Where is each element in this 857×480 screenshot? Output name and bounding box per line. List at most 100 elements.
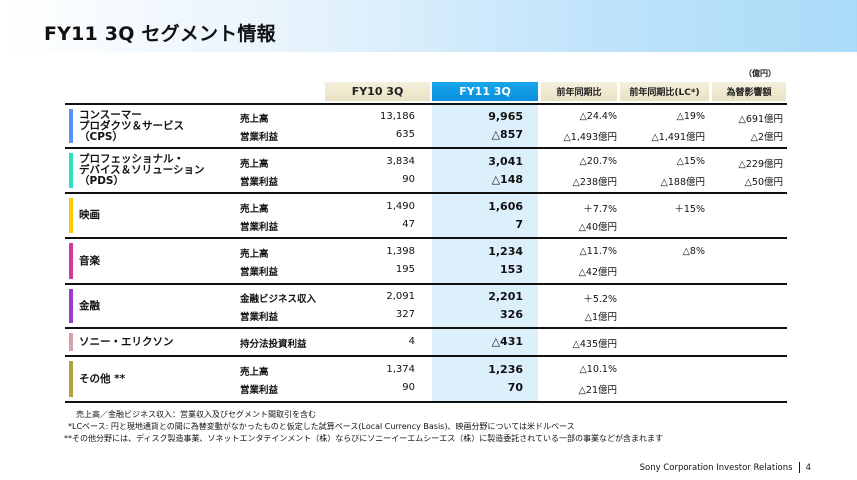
metric-label: 金融ビジネス収入 <box>240 294 317 305</box>
value-fy11: 1,234 <box>488 245 523 258</box>
value-yoy: △42億円 <box>578 267 617 278</box>
row-divider <box>65 283 787 285</box>
page-number: 4 <box>805 462 811 473</box>
value-fy10: 1,398 <box>386 246 415 257</box>
segment-row: 音楽 売上高 1,398 1,234 △11.7% △8% 営業利益 195 153 △42億円 <box>65 238 787 284</box>
segment-name-line: （CPS） <box>79 130 123 143</box>
value-yoy-lc: △1,491億円 <box>651 132 705 143</box>
segment-color-bar <box>69 198 73 233</box>
segment-color-bar <box>69 109 73 143</box>
value-yoy: △1億円 <box>584 312 617 323</box>
segment-row: ソニー・エリクソン 持分法投資利益 4 △431 △435億円 <box>65 328 787 356</box>
value-yoy: △238億円 <box>572 176 617 188</box>
segment-color-bar <box>69 361 73 397</box>
value-fy10: 195 <box>395 264 415 275</box>
fy11-column-highlight <box>432 104 538 402</box>
segment-name-line: プロダクツ＆サービス <box>79 119 184 132</box>
metric-label: 売上高 <box>240 114 269 125</box>
segment-name-line: 映画 <box>79 209 100 221</box>
value-fy10: 1,490 <box>386 200 415 212</box>
value-fy10: 635 <box>395 129 415 140</box>
value-yoy-lc: △188億円 <box>660 176 705 188</box>
value-fy10: 3,834 <box>386 155 415 167</box>
segment-name: プロフェッショナル・ デバイス＆ソリューション （PDS） <box>79 154 204 187</box>
value-yoy-lc: △15% <box>676 155 705 167</box>
value-fy10: 327 <box>395 309 415 320</box>
segment-row: 映画 売上高 1,490 1,606 ＋7.7% ＋15% 営業利益 47 7 △40億円 <box>65 193 787 238</box>
value-fy10: 47 <box>402 218 415 230</box>
metric-label: 営業利益 <box>240 132 279 143</box>
segment-name: その他 ** <box>79 372 126 385</box>
column-header-fy11: FY11 3Q <box>432 82 538 101</box>
row-divider <box>65 355 787 357</box>
value-fy10: 1,374 <box>386 364 415 375</box>
value-yoy-lc: △8% <box>682 246 705 257</box>
value-fy11: △857 <box>491 128 523 141</box>
metric-label: 売上高 <box>240 367 269 378</box>
metric-label: 持分法投資利益 <box>240 339 307 350</box>
segment-color-bar <box>69 153 73 188</box>
value-fy10: 13,186 <box>380 111 415 122</box>
value-fy10: 2,091 <box>386 291 415 302</box>
segment-row: その他 ** 売上高 1,374 1,236 △10.1% 営業利益 90 70 △21億円 <box>65 356 787 402</box>
value-fx-impact: △229億円 <box>738 158 783 170</box>
segment-row: コンスーマー プロダクツ＆サービス （CPS） 売上高 13,186 9,965 △24.4… <box>65 104 787 148</box>
metric-label: 売上高 <box>240 203 269 215</box>
segment-name-line: プロフェッショナル・ <box>79 153 184 165</box>
value-yoy: △11.7% <box>579 246 618 257</box>
value-yoy: △20.7% <box>579 155 618 167</box>
row-divider <box>65 327 787 329</box>
row-divider <box>65 147 787 149</box>
value-fy11: 1,606 <box>488 199 523 213</box>
table-top-rule <box>65 103 787 105</box>
segment-name: コンスーマー プロダクツ＆サービス （CPS） <box>79 108 184 143</box>
page-title: FY11 3Q セグメント情報 <box>44 23 276 45</box>
metric-label: 営業利益 <box>240 312 279 323</box>
value-yoy: △10.1% <box>579 364 618 375</box>
value-fy10: 90 <box>402 173 415 185</box>
value-yoy: △1,493億円 <box>563 132 617 143</box>
segment-color-bar <box>69 289 73 323</box>
header-band <box>0 0 857 52</box>
footnotes: 売上高／金融ビジネス収入：営業収入及びセグメント間取引を含む *LCベース: 円… <box>64 409 663 445</box>
value-fy11: 9,965 <box>488 110 523 123</box>
metric-label: 営業利益 <box>240 176 279 188</box>
value-fy11: 326 <box>500 308 523 321</box>
segment-name-line: その他 ** <box>79 372 126 385</box>
column-header-yoy: 前年同期比 <box>541 82 617 101</box>
unit-label: （億円） <box>744 69 776 78</box>
row-divider <box>65 237 787 239</box>
footnote: *LCベース: 円と現地通貨との間に為替変動がなかったものと仮定した試算ベース(… <box>68 422 575 431</box>
column-header-fx-impact: 為替影響額 <box>712 82 786 101</box>
value-yoy: △24.4% <box>579 111 618 122</box>
footnote: **その他分野には、ディスク製造事業、ソネットエンタテインメント（株）ならびにソ… <box>64 434 663 443</box>
segment-row: プロフェッショナル・ デバイス＆ソリューション （PDS） 売上高 3,834 3,041… <box>65 148 787 193</box>
segment-name: 音楽 <box>79 255 100 267</box>
value-fx-impact: △2億円 <box>750 132 783 143</box>
value-yoy: ＋7.7% <box>583 203 617 215</box>
value-fy11: 2,201 <box>488 290 523 303</box>
metric-label: 売上高 <box>240 249 269 260</box>
value-fy11: 1,236 <box>488 363 523 376</box>
column-header-fy10: FY10 3Q <box>325 82 430 101</box>
value-fy11: 153 <box>500 263 523 276</box>
segment-name: 金融 <box>79 299 100 312</box>
value-fy11: △431 <box>491 335 523 348</box>
metric-label: 営業利益 <box>240 385 279 396</box>
page-footer: Sony Corporation Investor Relations 4 <box>640 462 811 473</box>
value-fy11: 3,041 <box>488 154 523 168</box>
value-yoy-lc: △19% <box>676 111 705 122</box>
segment-row: 金融 金融ビジネス収入 2,091 2,201 ＋5.2% 営業利益 327 326 △1億円 <box>65 284 787 328</box>
metric-label: 営業利益 <box>240 221 279 233</box>
value-yoy: △40億円 <box>578 221 617 233</box>
segment-name-line: （PDS） <box>79 175 124 187</box>
footer-company: Sony Corporation Investor Relations <box>639 462 793 473</box>
segment-name-line: コンスーマー <box>79 108 142 121</box>
segment-color-bar <box>69 333 73 351</box>
segment-name-line: ソニー・エリクソン <box>79 335 174 348</box>
segment-color-bar <box>69 243 73 279</box>
segment-name-line: 金融 <box>79 299 100 312</box>
value-fx-impact: △50億円 <box>744 176 783 188</box>
footnote: 売上高／金融ビジネス収入：営業収入及びセグメント間取引を含む <box>76 410 316 419</box>
value-fx-impact: △691億円 <box>738 114 783 125</box>
